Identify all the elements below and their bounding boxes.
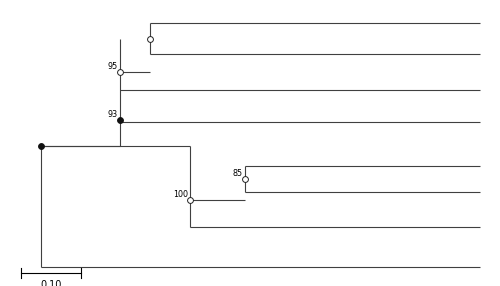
Text: 0.10: 0.10: [40, 280, 62, 286]
Text: 95: 95: [108, 62, 118, 72]
Text: 93: 93: [108, 110, 118, 119]
Text: 85: 85: [233, 169, 243, 178]
Text: 100: 100: [173, 190, 188, 199]
